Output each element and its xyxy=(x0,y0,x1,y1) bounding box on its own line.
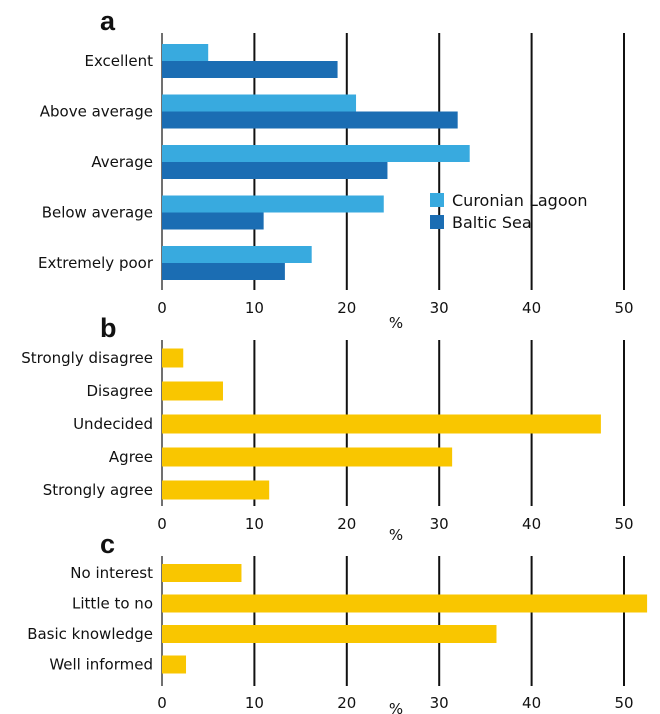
panel-b-bar xyxy=(162,447,453,467)
panel-a-category-label: Excellent xyxy=(84,52,153,70)
panel-a-bar xyxy=(162,145,470,162)
panel-b-bar xyxy=(162,381,223,401)
panel-b-bar xyxy=(162,414,601,434)
panel-b-category-label: Strongly agree xyxy=(43,481,153,499)
panel-c-category-label: Little to no xyxy=(72,595,153,613)
panel-a-axis-label: % xyxy=(389,314,403,332)
panel-c-tick-label: 30 xyxy=(430,694,449,712)
panel-a-category-label: Extremely poor xyxy=(38,254,154,272)
panel-c-letter: c xyxy=(100,529,115,559)
panel-b-tick-label: 10 xyxy=(245,515,264,533)
panel-c-tick-label: 10 xyxy=(245,694,264,712)
panel-a-category-label: Below average xyxy=(42,204,153,222)
panel-c-category-label: No interest xyxy=(70,564,153,582)
panel-a-legend-label: Baltic Sea xyxy=(452,213,532,232)
panel-a-tick-label: 20 xyxy=(337,299,356,317)
panel-a-bar xyxy=(162,162,388,179)
panel-c-tick-label: 50 xyxy=(614,694,633,712)
panel-a-tick-label: 40 xyxy=(522,299,541,317)
panel-a-bar xyxy=(162,94,357,112)
panel-c-axis-label: % xyxy=(389,700,403,714)
panel-b-tick-label: 30 xyxy=(430,515,449,533)
panel-a-category-label: Average xyxy=(91,153,153,171)
panel-c-tick-label: 20 xyxy=(337,694,356,712)
panel-a-category-label: Above average xyxy=(40,103,153,121)
panel-b-bar xyxy=(162,480,270,500)
panel-c-tick-label: 40 xyxy=(522,694,541,712)
panel-c-tick-label: 0 xyxy=(157,694,167,712)
panel-a-tick-label: 0 xyxy=(157,299,167,317)
panel-b-axis-label: % xyxy=(389,526,403,544)
panel-b-category-label: Agree xyxy=(109,448,153,466)
panel-b-category-label: Disagree xyxy=(86,382,153,400)
panel-a-letter: a xyxy=(100,6,116,36)
panel-c-category-label: Basic knowledge xyxy=(27,625,153,643)
panel-a-legend-swatch xyxy=(430,215,444,229)
panel-a-bar xyxy=(162,111,458,129)
panel-c-bar xyxy=(162,564,242,582)
panel-b-bar xyxy=(162,348,184,368)
panel-b-category-label: Undecided xyxy=(73,415,153,433)
panel-a-legend-label: Curonian Lagoon xyxy=(452,191,588,210)
panel-a-bar xyxy=(162,44,209,61)
panel-a-bar xyxy=(162,61,338,78)
panel-b-tick-label: 20 xyxy=(337,515,356,533)
panel-c-bar xyxy=(162,655,187,674)
panel-c-bar xyxy=(162,594,648,613)
panel-a-bar xyxy=(162,195,384,213)
panel-c-bar xyxy=(162,625,497,643)
panel-b-tick-label: 50 xyxy=(614,515,633,533)
panel-c-category-label: Well informed xyxy=(49,656,153,674)
panel-a-bar xyxy=(162,212,264,230)
panel-b-letter: b xyxy=(100,313,117,343)
panel-a-legend-swatch xyxy=(430,193,444,207)
panel-b-tick-label: 0 xyxy=(157,515,167,533)
panel-b-tick-label: 40 xyxy=(522,515,541,533)
panel-a-tick-label: 30 xyxy=(430,299,449,317)
panel-a-bar xyxy=(162,263,285,280)
panel-b-category-label: Strongly disagree xyxy=(21,349,153,367)
panel-a-bar xyxy=(162,246,312,263)
panel-a-tick-label: 50 xyxy=(614,299,633,317)
panel-a-tick-label: 10 xyxy=(245,299,264,317)
